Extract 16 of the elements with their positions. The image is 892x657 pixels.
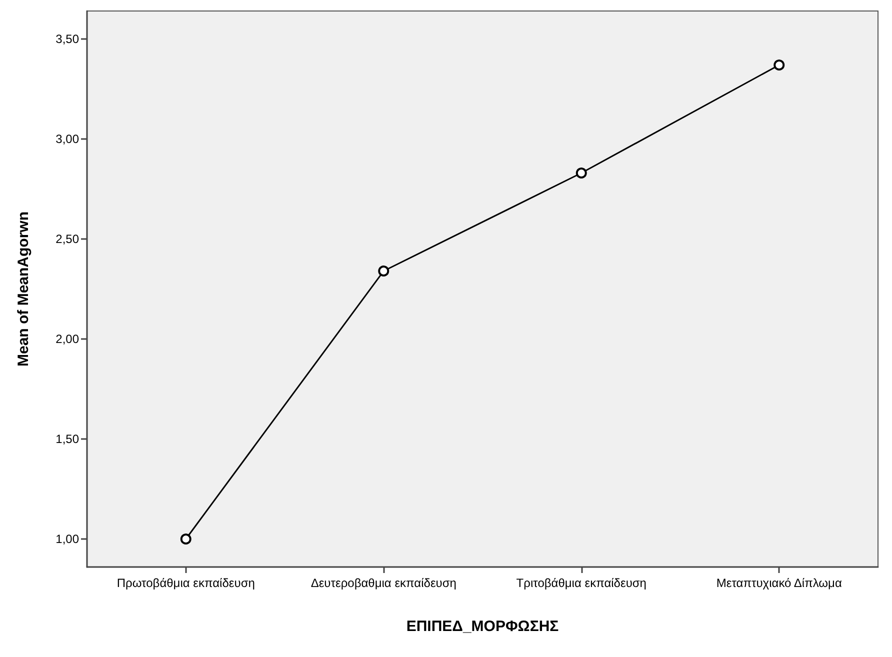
y-tick-label: 3,00 xyxy=(56,132,80,146)
point xyxy=(180,534,192,544)
y-tick-label: 2,00 xyxy=(56,332,80,346)
y-axis-title: Mean of MeanAgorwn xyxy=(15,211,32,367)
y-tick-label: 1,00 xyxy=(56,532,80,546)
point xyxy=(378,266,390,276)
point xyxy=(576,168,587,178)
x-tick-label: Δευτεροβαθμια εκπαίδευση xyxy=(310,576,456,590)
y-tick-label: 3,50 xyxy=(56,32,80,46)
x-tick-label: Τριτοβάθμια εκπαίδευση xyxy=(516,576,646,590)
y-tick-label: 1,50 xyxy=(56,432,80,446)
x-tick-label: Μεταπτυχιακό Δίπλωμα xyxy=(716,576,842,590)
point xyxy=(774,60,785,70)
x-axis-title: ΕΠΙΠΕΔ_ΜΟΡΦΩΣΗΣ xyxy=(406,618,559,635)
y-tick-label: 2,50 xyxy=(56,232,80,246)
x-tick-label: Πρωτοβάθμια εκπαίδευση xyxy=(116,576,255,590)
